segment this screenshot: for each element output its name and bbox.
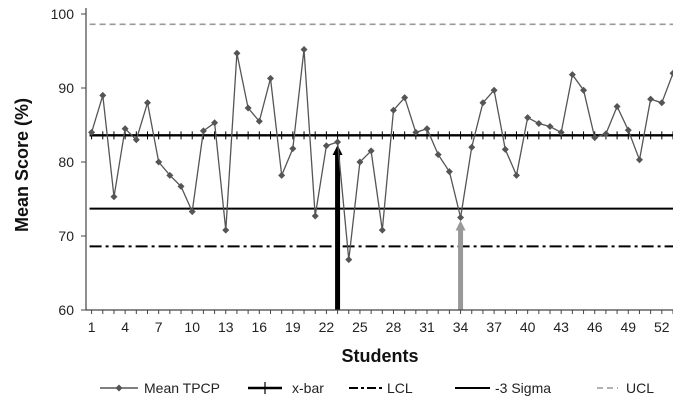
data-point <box>568 71 576 79</box>
data-point <box>401 94 409 102</box>
x-tick-label: 49 <box>620 319 636 335</box>
legend-label: x-bar <box>292 380 324 396</box>
data-point <box>300 46 308 54</box>
data-point <box>110 193 118 201</box>
data-point <box>266 74 274 82</box>
data-point <box>613 103 621 110</box>
legend: Mean TPCP x-bar LCL -3 Sigma UCL <box>100 380 654 396</box>
data-point <box>602 130 610 138</box>
y-tick-label: 90 <box>58 80 74 96</box>
data-point <box>468 143 476 151</box>
data-point <box>88 128 96 136</box>
x-tick-label: 13 <box>218 319 234 335</box>
x-tick-label: 28 <box>386 319 402 335</box>
data-point <box>457 214 465 221</box>
x-tick-label: 46 <box>587 319 603 335</box>
legend-label: Mean TPCP <box>144 380 220 396</box>
data-point <box>591 134 599 142</box>
data-point <box>155 158 163 166</box>
data-point <box>322 142 330 150</box>
x-tick-label: 25 <box>352 319 368 335</box>
x-tick-label: 16 <box>252 319 268 335</box>
x-tick-label: 7 <box>155 319 163 335</box>
data-point <box>345 256 353 264</box>
data-point <box>378 226 386 234</box>
data-point <box>211 119 219 127</box>
plot-area <box>88 23 673 310</box>
x-tick-label: 4 <box>121 319 129 335</box>
data-point <box>389 106 397 114</box>
y-tick-label: 100 <box>51 6 75 22</box>
legend-diamond-marker <box>115 384 123 392</box>
data-point <box>647 95 655 103</box>
data-point <box>535 120 543 128</box>
data-point <box>177 182 185 190</box>
data-point <box>669 69 673 77</box>
data-point <box>501 145 509 153</box>
data-point <box>546 122 554 130</box>
data-point <box>255 117 263 125</box>
x-tick-label: 43 <box>553 319 569 335</box>
data-point <box>334 138 342 146</box>
axes: 60 70 80 90 100 1 4 7 10 13 16 19 22 25 28 31 34 37 40 43 46… <box>51 6 673 335</box>
data-point <box>524 114 532 122</box>
data-point <box>356 158 364 166</box>
data-point <box>423 125 431 133</box>
data-point <box>278 171 286 179</box>
data-point <box>143 99 151 107</box>
y-tick-label: 80 <box>58 154 74 170</box>
data-point <box>479 99 487 107</box>
data-point <box>199 127 207 135</box>
arrow-head-2 <box>455 220 466 231</box>
y-tick-label: 70 <box>58 228 74 244</box>
data-point <box>222 226 230 234</box>
data-point <box>311 212 319 220</box>
legend-label: LCL <box>387 380 413 396</box>
data-point <box>658 99 666 107</box>
data-point <box>132 136 140 144</box>
y-axis-title: Mean Score (%) <box>12 98 32 232</box>
data-point <box>557 128 565 136</box>
x-tick-label: 52 <box>654 319 670 335</box>
data-point <box>512 171 520 179</box>
data-point <box>99 91 107 99</box>
data-point <box>580 86 588 94</box>
x-tick-label: 19 <box>285 319 301 335</box>
data-point <box>289 145 297 153</box>
x-axis-title: Students <box>341 346 418 366</box>
legend-label: -3 Sigma <box>495 380 551 396</box>
x-tick-label: 40 <box>520 319 536 335</box>
data-point <box>445 168 453 176</box>
x-tick-label: 34 <box>453 319 469 335</box>
data-point <box>624 126 632 134</box>
data-point <box>121 125 129 133</box>
data-point <box>188 208 196 216</box>
data-point <box>244 104 252 112</box>
x-tick-label: 37 <box>486 319 502 335</box>
x-tick-label: 10 <box>184 319 200 335</box>
data-point <box>367 147 375 155</box>
data-point <box>412 128 420 136</box>
x-tick-label: 22 <box>319 319 335 335</box>
data-point <box>166 171 174 179</box>
x-tick-label: 31 <box>419 319 435 335</box>
x-tick-label: 1 <box>88 319 96 335</box>
y-tick-label: 60 <box>58 302 74 318</box>
arrow-head-1 <box>332 145 343 156</box>
data-point <box>233 49 241 57</box>
data-point <box>635 156 643 164</box>
legend-label: UCL <box>626 380 654 396</box>
data-point <box>490 86 498 94</box>
data-point <box>434 151 442 159</box>
